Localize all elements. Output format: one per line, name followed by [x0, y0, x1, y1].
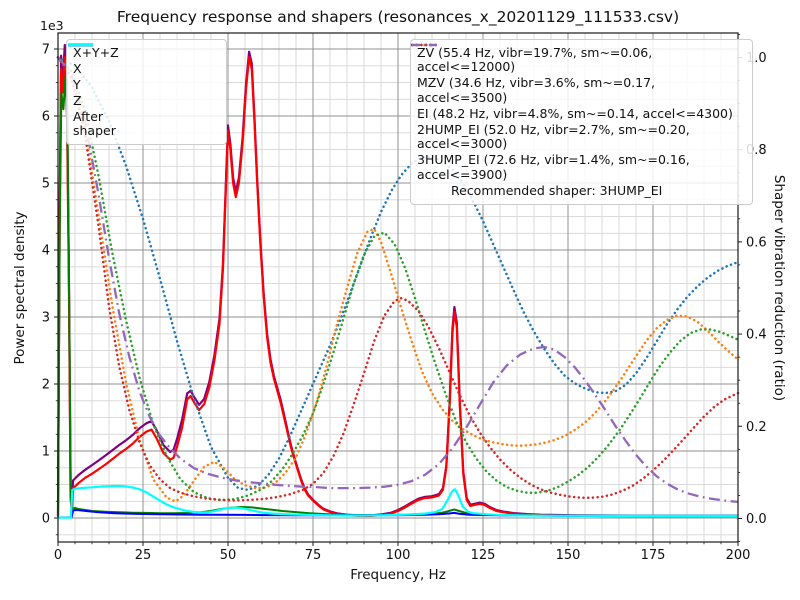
tick-label: 6 [42, 110, 50, 125]
legend-label: MZV (34.6 Hz, vibr=3.6%, sm~=0.17, accel… [417, 75, 656, 105]
series-x [56, 55, 739, 518]
legend-label: Y [73, 76, 81, 92]
tick-label: 75 [305, 548, 322, 563]
legend-label: 2HUMP_EI (52.0 Hz, vibr=2.7%, sm~=0.20, … [417, 121, 690, 151]
legend-item: 2HUMP_EI (52.0 Hz, vibr=2.7%, sm~=0.20, … [411, 43, 745, 152]
tick-label: 0.2 [746, 420, 767, 435]
tick-label: 4 [42, 244, 50, 259]
legend-item: EI (48.2 Hz, vibr=4.8%, sm~=0.14, accel<… [411, 43, 745, 122]
tick-label: 7 [42, 43, 50, 58]
tick-label: 5 [42, 177, 50, 192]
legend-item: After shaper [68, 43, 219, 139]
chart-title: Frequency response and shapers (resonanc… [116, 8, 680, 26]
legend-footer: Recommended shaper: 3HUMP_EI [417, 182, 745, 199]
series-ei [56, 56, 740, 502]
legend-item: ZV (55.4 Hz, vibr=19.7%, sm~=0.06, accel… [411, 43, 745, 75]
tick-label: 175 [641, 548, 666, 563]
y-axis-label-right: Shaper vibration reduction (ratio) [771, 174, 787, 402]
legend-item: MZV (34.6 Hz, vibr=3.6%, sm~=0.17, accel… [411, 43, 745, 105]
tick-label: 0 [54, 548, 62, 563]
tick-label: 100 [386, 548, 411, 563]
tick-label: 0.4 [746, 328, 767, 343]
legend-label: X+Y+Z [73, 44, 119, 60]
tick-label: 150 [556, 548, 581, 563]
legend-item: 3HUMP_EI (72.6 Hz, vibr=1.4%, sm~=0.16, … [412, 43, 745, 182]
legend-item: Y [68, 43, 219, 93]
legend-footer-label: Recommended shaper: 3HUMP_EI [451, 182, 663, 198]
tick-label: 125 [471, 548, 496, 563]
legend-label: 3HUMP_EI (72.6 Hz, vibr=1.4%, sm~=0.16, … [417, 152, 690, 182]
legend-psd: X+Y+Z X Y Z After shaper [66, 39, 227, 145]
legend-label: ZV (55.4 Hz, vibr=19.7%, sm~=0.06, accel… [417, 44, 653, 74]
series-3hump-ei [57, 56, 739, 504]
legend-label: X [73, 60, 82, 76]
tick-label: 1 [42, 445, 50, 460]
legend-shapers: ZV (55.4 Hz, vibr=19.7%, sm~=0.06, accel… [410, 39, 753, 205]
y-axis-label-left: Power spectral density [12, 211, 28, 365]
legend-label: EI (48.2 Hz, vibr=4.8%, sm~=0.14, accel<… [417, 105, 733, 121]
legend-item: X [68, 43, 219, 77]
tick-label: 25 [135, 548, 152, 563]
tick-label: 2 [42, 378, 50, 393]
legend-item: X+Y+Z [68, 43, 219, 61]
tick-label: 3 [42, 311, 50, 326]
legend-item: Z [68, 43, 219, 109]
tick-label: 200 [726, 548, 751, 563]
series-zv [56, 56, 740, 492]
series-2hump-ei [56, 56, 740, 502]
legend-label: Z [73, 92, 82, 108]
legend-line-swatch [412, 43, 437, 47]
tick-label: 0 [42, 512, 50, 527]
y-axis-offset-text: 1e3 [40, 18, 64, 33]
series-mzv [56, 56, 740, 503]
series-after-shaper [58, 484, 738, 519]
x-axis-label: Frequency, Hz [350, 567, 446, 583]
tick-label: 0.0 [746, 512, 767, 527]
tick-label: 0.6 [746, 235, 767, 250]
legend-line-swatch [68, 43, 93, 47]
legend-label: After shaper [73, 108, 116, 138]
tick-label: 50 [220, 548, 237, 563]
